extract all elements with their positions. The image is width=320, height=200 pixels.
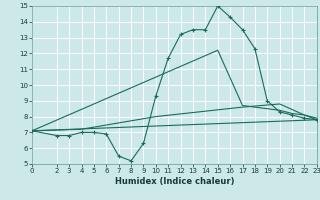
X-axis label: Humidex (Indice chaleur): Humidex (Indice chaleur) — [115, 177, 234, 186]
